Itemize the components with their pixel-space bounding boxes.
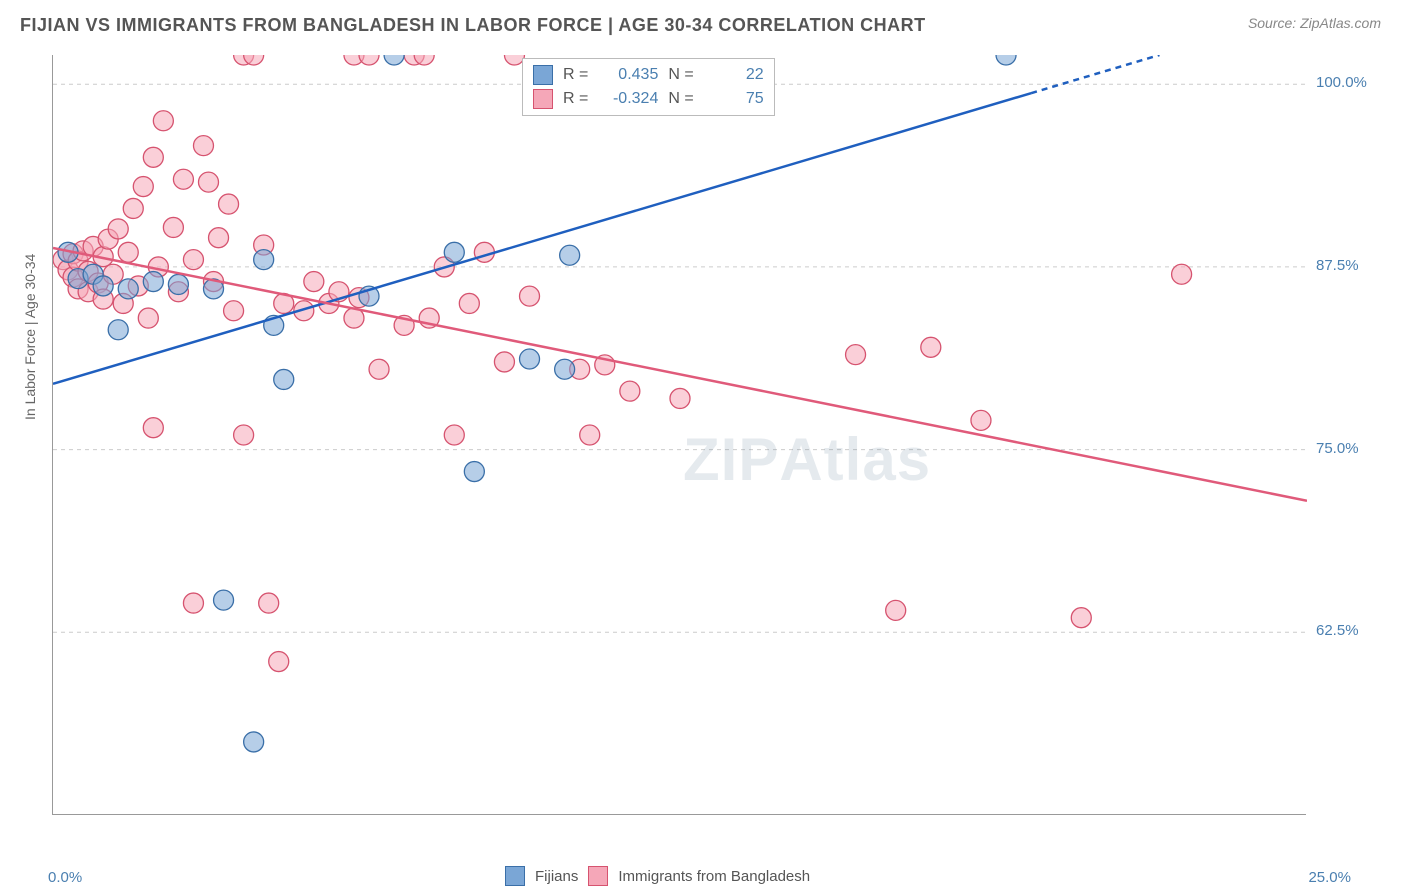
y-tick-label: 75.0%	[1316, 440, 1396, 457]
legend-stats: R = 0.435 N = 22 R = -0.324 N = 75	[522, 58, 775, 116]
legend-label-fijians: Fijians	[535, 868, 578, 885]
source-attribution: Source: ZipAtlas.com	[1248, 15, 1381, 31]
chart-svg	[53, 55, 1307, 815]
n-value-bangladesh: 75	[704, 90, 764, 108]
y-tick-label: 87.5%	[1316, 257, 1396, 274]
watermark: ZIPAtlas	[683, 425, 931, 494]
watermark-zip: ZIP	[683, 426, 779, 493]
y-axis-title: In Labor Force | Age 30-34	[22, 254, 38, 420]
legend-label-bangladesh: Immigrants from Bangladesh	[618, 868, 810, 885]
legend-swatch-bangladesh	[533, 89, 553, 109]
y-tick-label: 100.0%	[1316, 74, 1396, 91]
r-label: R =	[563, 66, 588, 84]
watermark-atlas: Atlas	[779, 426, 931, 493]
legend-series: Fijians Immigrants from Bangladesh	[505, 866, 810, 886]
n-value-fijians: 22	[704, 66, 764, 84]
r-value-fijians: 0.435	[598, 66, 658, 84]
legend-swatch-fijians	[533, 65, 553, 85]
n-label: N =	[668, 90, 693, 108]
y-tick-label: 62.5%	[1316, 622, 1396, 639]
plot-area: ZIPAtlas 62.5%75.0%87.5%100.0%	[52, 55, 1306, 815]
legend-swatch-fijians-bottom	[505, 866, 525, 886]
r-value-bangladesh: -0.324	[598, 90, 658, 108]
legend-stats-row-2: R = -0.324 N = 75	[533, 87, 764, 111]
r-label: R =	[563, 90, 588, 108]
legend-swatch-bangladesh-bottom	[588, 866, 608, 886]
x-axis-left-label: 0.0%	[48, 869, 82, 886]
legend-stats-row-1: R = 0.435 N = 22	[533, 63, 764, 87]
chart-title: FIJIAN VS IMMIGRANTS FROM BANGLADESH IN …	[20, 15, 926, 36]
n-label: N =	[668, 66, 693, 84]
x-axis-right-label: 25.0%	[1308, 869, 1351, 886]
